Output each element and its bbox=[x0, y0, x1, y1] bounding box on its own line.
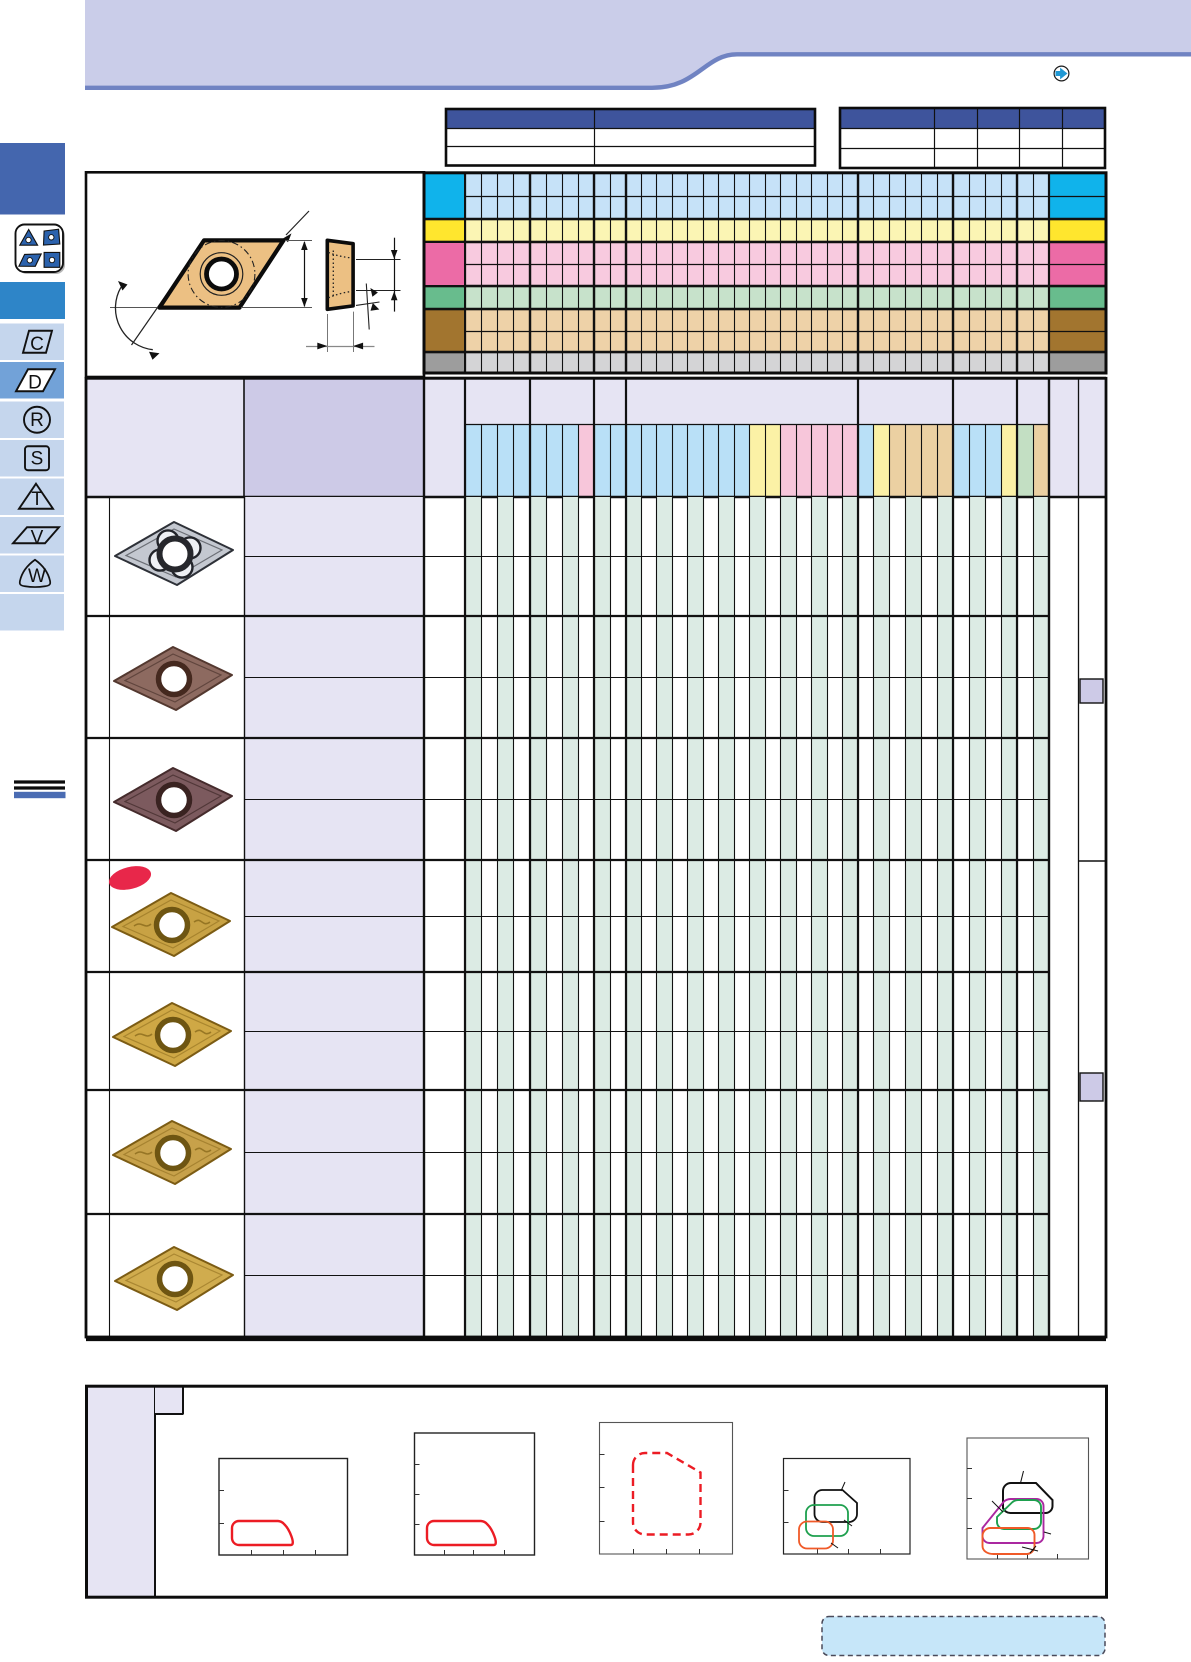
svg-text:T: T bbox=[31, 489, 43, 510]
svg-text:R: R bbox=[30, 410, 44, 431]
svg-text:W: W bbox=[28, 566, 46, 587]
svg-text:D: D bbox=[28, 372, 42, 393]
svg-text:C: C bbox=[30, 334, 44, 355]
svg-text:S: S bbox=[31, 448, 44, 469]
svg-text:V: V bbox=[31, 527, 44, 548]
